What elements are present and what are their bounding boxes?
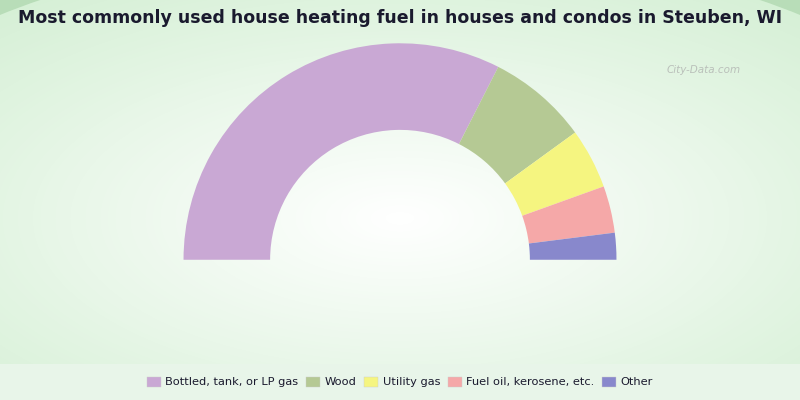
Ellipse shape xyxy=(140,118,660,355)
Ellipse shape xyxy=(107,85,693,352)
Text: Most commonly used house heating fuel in houses and condos in Steuben, WI: Most commonly used house heating fuel in… xyxy=(18,9,782,27)
Ellipse shape xyxy=(238,163,562,310)
Ellipse shape xyxy=(0,38,800,400)
Ellipse shape xyxy=(387,231,413,242)
Ellipse shape xyxy=(78,72,722,365)
Ellipse shape xyxy=(355,198,445,239)
Ellipse shape xyxy=(134,115,666,358)
Ellipse shape xyxy=(160,109,640,328)
Ellipse shape xyxy=(302,192,498,281)
Ellipse shape xyxy=(290,186,510,287)
Ellipse shape xyxy=(250,150,550,287)
Ellipse shape xyxy=(235,143,565,294)
Ellipse shape xyxy=(283,183,517,290)
Ellipse shape xyxy=(3,56,797,400)
Ellipse shape xyxy=(335,207,465,266)
Ellipse shape xyxy=(186,139,614,334)
Ellipse shape xyxy=(0,30,800,400)
Ellipse shape xyxy=(93,78,707,358)
Ellipse shape xyxy=(354,216,446,257)
Ellipse shape xyxy=(10,59,790,400)
Ellipse shape xyxy=(309,195,491,278)
Wedge shape xyxy=(183,43,498,260)
Ellipse shape xyxy=(378,208,422,229)
Ellipse shape xyxy=(88,95,712,378)
Wedge shape xyxy=(459,67,575,184)
Ellipse shape xyxy=(302,174,498,263)
Ellipse shape xyxy=(36,71,764,400)
Ellipse shape xyxy=(175,116,625,321)
Ellipse shape xyxy=(367,222,433,251)
Legend: Bottled, tank, or LP gas, Wood, Utility gas, Fuel oil, kerosene, etc., Other: Bottled, tank, or LP gas, Wood, Utility … xyxy=(142,372,658,392)
Ellipse shape xyxy=(340,191,460,246)
Ellipse shape xyxy=(47,58,753,379)
Ellipse shape xyxy=(0,36,800,400)
Ellipse shape xyxy=(0,14,800,400)
Ellipse shape xyxy=(138,99,662,338)
Ellipse shape xyxy=(114,106,686,367)
Ellipse shape xyxy=(231,160,569,314)
Ellipse shape xyxy=(198,145,602,328)
Ellipse shape xyxy=(145,102,655,334)
Ellipse shape xyxy=(159,127,641,346)
Ellipse shape xyxy=(94,98,706,376)
Ellipse shape xyxy=(179,136,621,337)
Ellipse shape xyxy=(381,228,419,246)
Ellipse shape xyxy=(394,234,406,240)
Ellipse shape xyxy=(70,68,730,368)
Ellipse shape xyxy=(0,3,800,400)
Ellipse shape xyxy=(0,31,800,400)
Ellipse shape xyxy=(0,20,800,400)
Ellipse shape xyxy=(166,130,634,343)
Ellipse shape xyxy=(146,121,654,352)
Ellipse shape xyxy=(258,154,542,283)
Ellipse shape xyxy=(296,189,504,284)
Ellipse shape xyxy=(273,160,527,276)
Ellipse shape xyxy=(130,96,670,341)
Ellipse shape xyxy=(121,110,679,364)
Ellipse shape xyxy=(205,130,595,307)
Ellipse shape xyxy=(18,44,782,392)
Ellipse shape xyxy=(0,34,800,400)
Ellipse shape xyxy=(0,32,800,400)
Ellipse shape xyxy=(362,201,438,236)
Ellipse shape xyxy=(153,124,647,349)
Ellipse shape xyxy=(42,74,758,399)
Ellipse shape xyxy=(322,201,478,272)
Ellipse shape xyxy=(100,82,700,355)
Ellipse shape xyxy=(0,15,800,400)
Ellipse shape xyxy=(55,80,745,393)
Ellipse shape xyxy=(250,168,550,305)
Ellipse shape xyxy=(0,24,800,400)
Ellipse shape xyxy=(82,92,718,382)
Ellipse shape xyxy=(182,120,618,317)
Ellipse shape xyxy=(62,65,738,372)
Ellipse shape xyxy=(0,50,800,400)
Ellipse shape xyxy=(62,83,738,390)
Ellipse shape xyxy=(0,7,800,400)
Ellipse shape xyxy=(0,27,800,400)
Ellipse shape xyxy=(270,178,530,296)
Ellipse shape xyxy=(0,24,800,400)
Ellipse shape xyxy=(220,136,580,300)
Ellipse shape xyxy=(218,154,582,320)
Ellipse shape xyxy=(325,184,475,252)
Ellipse shape xyxy=(107,104,693,370)
Ellipse shape xyxy=(0,6,800,400)
Ellipse shape xyxy=(242,147,558,290)
Ellipse shape xyxy=(198,126,602,310)
Ellipse shape xyxy=(69,86,731,388)
Ellipse shape xyxy=(30,68,770,400)
Ellipse shape xyxy=(348,213,452,260)
Ellipse shape xyxy=(211,151,589,322)
Ellipse shape xyxy=(315,198,485,275)
Ellipse shape xyxy=(0,9,800,400)
Wedge shape xyxy=(505,132,604,216)
Ellipse shape xyxy=(213,133,587,304)
